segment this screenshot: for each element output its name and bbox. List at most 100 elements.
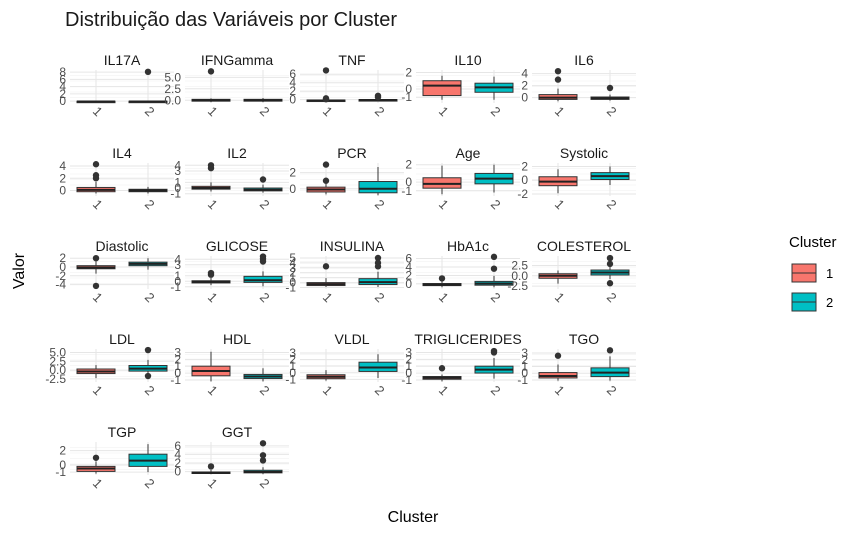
legend-label-cluster-2: 2: [826, 295, 833, 310]
x-tick-label: 2: [488, 104, 504, 120]
y-tick-label: 2.5: [49, 354, 66, 368]
outlier-point: [490, 349, 498, 356]
outlier-point: [322, 177, 330, 184]
x-tick-label: 2: [142, 104, 158, 120]
y-tick-label: 6: [174, 439, 181, 453]
y-tick-label: 0: [59, 184, 66, 198]
box-cluster-2: [358, 354, 398, 379]
box-cluster-1: [306, 161, 346, 195]
y-tick-label: 6: [289, 67, 296, 81]
facet-panel-ldl: LDL 5.02.50.0-2.5 1 2: [45, 331, 174, 398]
y-tick-label: 0: [289, 93, 296, 107]
box-cluster-1: [422, 165, 462, 195]
x-tick-label: 2: [372, 104, 388, 120]
y-tick-label: -2.5: [45, 372, 66, 386]
y-tick-label: 4: [174, 158, 181, 172]
box-cluster-1: [76, 255, 116, 290]
box-cluster-2: [474, 164, 514, 193]
y-tick-label: 6: [59, 72, 66, 86]
y-tick-label: -1: [401, 373, 412, 387]
y-tick-label: 4: [59, 80, 66, 94]
box-cluster-2: [128, 186, 168, 194]
y-tick-label: 0.0: [49, 363, 66, 377]
box-cluster-1: [306, 370, 346, 381]
box-iqr: [422, 80, 462, 97]
x-axis-label: Cluster: [388, 509, 439, 526]
x-tick-label: 1: [320, 383, 336, 399]
y-tick-label: 1: [289, 271, 296, 285]
strip-label: COLESTEROL: [537, 238, 631, 254]
x-tick-label: 2: [604, 290, 620, 306]
y-tick-label: 1: [405, 359, 412, 373]
y-tick-label: 2: [174, 456, 181, 470]
outlier-point: [438, 275, 446, 282]
box-cluster-2: [128, 68, 168, 104]
y-axis-label: Valor: [11, 252, 28, 289]
outlier-point: [207, 164, 215, 172]
strip-label: TRIGLICERIDES: [414, 331, 521, 347]
box-cluster-1: [191, 269, 231, 286]
legend-label-cluster-1: 1: [826, 266, 833, 281]
facet-panel-il10: IL10 2 0-1 1 2: [401, 52, 520, 119]
y-tick-label: 2: [405, 268, 412, 282]
outlier-point: [554, 68, 562, 75]
y-tick-label: 0: [521, 173, 528, 187]
y-tick-label: 0: [521, 91, 528, 105]
y-tick-label: 0: [289, 276, 296, 290]
x-tick-label: 2: [372, 290, 388, 306]
outlier-point: [259, 457, 267, 464]
box-cluster-1: [191, 68, 231, 103]
y-tick-label: 0: [174, 465, 181, 479]
box-cluster-1: [422, 275, 462, 288]
x-tick-label: 1: [205, 104, 221, 120]
outlier-point: [606, 84, 614, 92]
x-tick-label: 1: [552, 104, 568, 120]
y-tick-label: 5: [289, 251, 296, 265]
outlier-point: [490, 265, 498, 272]
y-tick-label: -2: [55, 269, 66, 283]
outlier-point: [554, 76, 562, 83]
box-cluster-1: [538, 169, 578, 194]
y-tick-label: 6: [405, 252, 412, 266]
y-tick-label: 4: [405, 260, 412, 274]
strip-label: INSULINA: [320, 238, 385, 254]
facet-panel-ifngamma: IFNGamma 0.02.55.0 1 2: [164, 52, 289, 119]
strip-label: TGP: [108, 424, 137, 440]
y-tick-label: -1: [401, 184, 412, 198]
x-tick-label: 2: [488, 383, 504, 399]
strip-label: IL6: [574, 52, 594, 68]
y-tick-label: 0.0: [511, 269, 528, 283]
y-tick-label: 2: [289, 353, 296, 367]
outlier-point: [259, 452, 267, 459]
y-tick-label: -1: [517, 373, 528, 387]
y-tick-label: 0: [174, 274, 181, 288]
y-tick-label: 2: [59, 444, 66, 458]
strip-label: IL17A: [104, 52, 141, 68]
x-tick-label: 1: [320, 104, 336, 120]
x-tick-label: 2: [257, 104, 273, 120]
box-cluster-1: [538, 352, 578, 381]
y-tick-label: 0: [405, 175, 412, 189]
strip-label: IL10: [454, 52, 481, 68]
strip-label: GGT: [222, 424, 253, 440]
box-cluster-1: [76, 161, 116, 194]
x-tick-label: 1: [205, 383, 221, 399]
y-tick-label: 0: [289, 366, 296, 380]
y-tick-label: 3: [289, 346, 296, 360]
box-cluster-2: [358, 92, 398, 102]
box-cluster-2: [243, 440, 283, 475]
facet-panel-pcr: PCR 2 0 1 2: [289, 145, 404, 212]
x-tick-label: 2: [488, 290, 504, 306]
outlier-point: [490, 253, 498, 261]
strip-label: HbA1c: [447, 238, 489, 254]
y-tick-label: 0: [289, 182, 296, 196]
x-tick-label: 1: [436, 104, 452, 120]
outlier-point: [374, 254, 382, 262]
x-tick-label: 1: [436, 383, 452, 399]
